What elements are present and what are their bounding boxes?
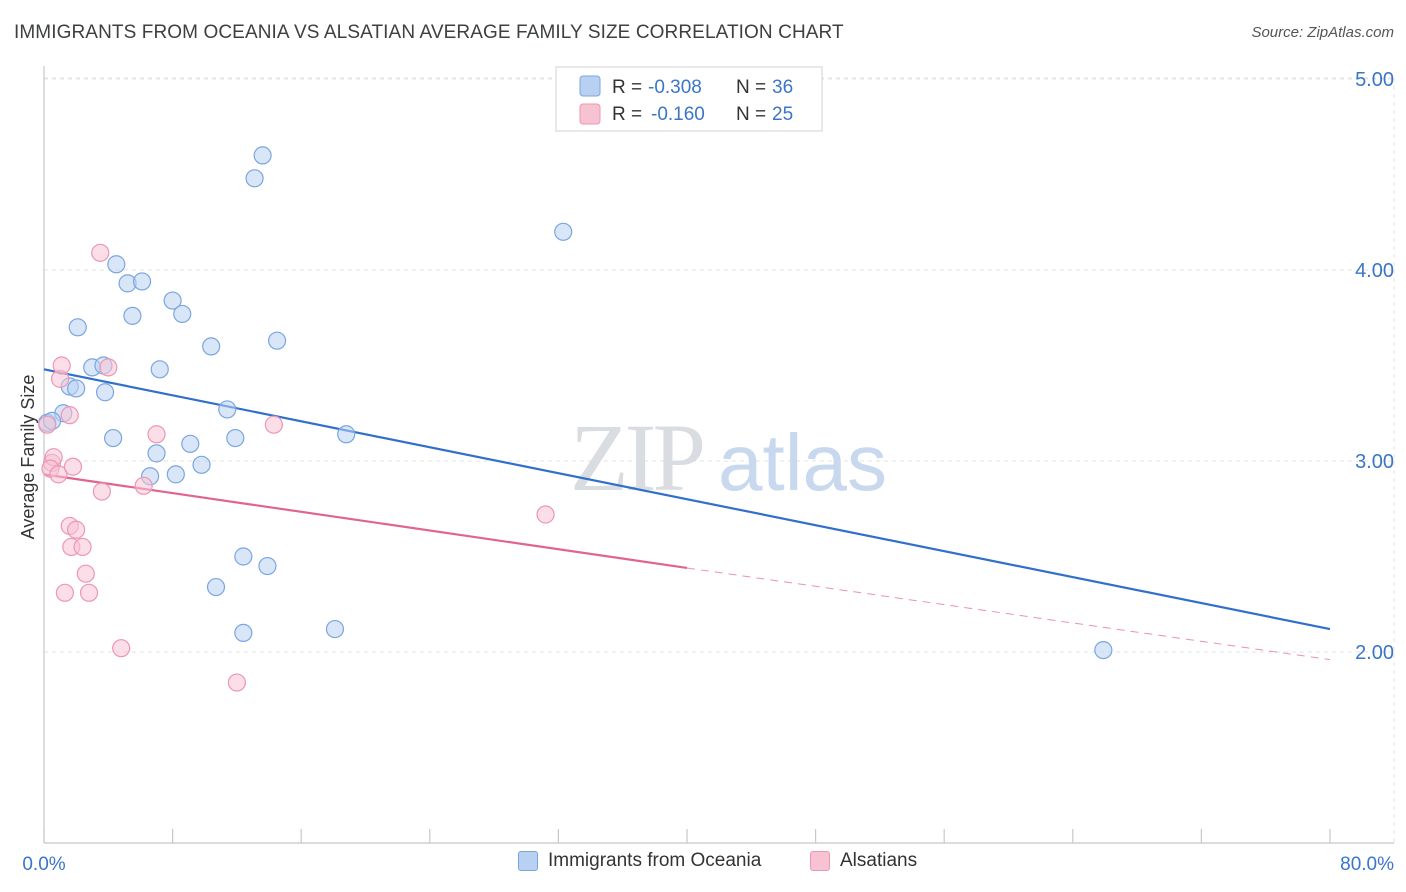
data-point-oceania <box>226 428 245 448</box>
legend-r-label-2: R = <box>612 104 642 125</box>
data-point-oceania <box>150 360 169 379</box>
data-point-oceania <box>95 383 115 402</box>
data-points <box>38 146 1113 692</box>
data-point-oceania <box>218 400 237 419</box>
legend-n-label-2: N = <box>736 104 766 125</box>
data-point-alsatians <box>92 482 111 501</box>
chart-source: Source: ZipAtlas.com <box>1251 24 1394 41</box>
data-point-alsatians <box>99 358 118 377</box>
data-point-oceania <box>234 623 253 643</box>
y-tick-label: 3.00 <box>1355 451 1394 473</box>
data-point-oceania <box>267 331 287 350</box>
data-point-alsatians <box>38 415 57 434</box>
data-point-oceania <box>192 455 211 474</box>
y-tick-label: 4.00 <box>1355 260 1394 282</box>
legend-n-value-1: 36 <box>772 77 793 98</box>
x-tick-label-max: 80.0% <box>1340 854 1394 875</box>
data-point-oceania <box>132 272 152 291</box>
data-point-alsatians <box>52 356 71 375</box>
data-point-oceania <box>68 318 87 337</box>
data-point-oceania <box>147 444 166 463</box>
legend-label-alsatians: Alsatians <box>840 850 918 871</box>
y-tick-label: 5.00 <box>1355 69 1394 91</box>
data-point-oceania <box>337 425 356 444</box>
data-point-oceania <box>253 146 272 165</box>
data-point-oceania <box>67 379 86 398</box>
data-point-alsatians <box>227 673 246 692</box>
data-point-oceania <box>258 556 277 576</box>
legend-swatch-blue <box>518 851 538 871</box>
y-tick-label: 2.00 <box>1355 642 1394 664</box>
data-point-alsatians <box>112 639 131 658</box>
data-point-alsatians <box>91 243 110 262</box>
data-point-alsatians <box>73 537 92 557</box>
legend-n-label-1: N = <box>736 77 766 98</box>
legend-swatch-alsatians <box>579 103 601 125</box>
data-point-oceania <box>1094 640 1113 660</box>
chart-title: IMMIGRANTS FROM OCEANIA VS ALSATIAN AVER… <box>14 22 844 43</box>
legend-swatch-pink <box>810 851 830 871</box>
trendline-oceania-solid <box>43 368 1331 631</box>
zipatlas-watermark: ZIP atlas <box>570 404 887 511</box>
data-point-oceania <box>104 428 123 448</box>
legend-label-oceania: Immigrants from Oceania <box>548 850 762 871</box>
legend-r-value-2: -0.160 <box>651 104 705 125</box>
legend-r-label-1: R = <box>612 77 642 98</box>
data-point-alsatians <box>147 425 166 444</box>
data-point-alsatians <box>536 505 555 524</box>
data-point-oceania <box>234 547 253 566</box>
data-point-alsatians <box>63 457 83 476</box>
legend-swatch-oceania <box>579 75 601 97</box>
data-point-alsatians <box>264 415 283 434</box>
axes <box>43 66 1394 844</box>
data-point-oceania <box>163 291 182 310</box>
data-point-oceania <box>181 434 200 453</box>
data-point-oceania <box>206 577 226 597</box>
watermark-zip: ZIP <box>570 404 703 511</box>
data-point-alsatians <box>49 465 68 484</box>
data-point-oceania <box>173 304 192 324</box>
series-legend: Immigrants from Oceania Alsatians <box>0 850 1406 880</box>
data-point-alsatians <box>67 520 86 539</box>
legend-item-oceania[interactable]: Immigrants from Oceania <box>518 850 761 872</box>
x-tick-label-min: 0.0% <box>22 854 65 875</box>
data-point-oceania <box>554 222 573 241</box>
correlation-legend: R = -0.308 N = 36 R = -0.160 N = 25 <box>555 66 823 132</box>
data-point-alsatians <box>60 406 79 425</box>
y-axis-label: Average Family Size <box>18 375 38 540</box>
data-point-alsatians <box>76 564 95 583</box>
legend-n-value-2: 25 <box>772 104 793 125</box>
data-point-alsatians <box>134 476 153 495</box>
data-point-alsatians <box>79 583 99 602</box>
legend-item-alsatians[interactable]: Alsatians <box>810 850 917 872</box>
data-point-oceania <box>245 169 264 188</box>
tick-labels: 2.00 3.00 4.00 5.00 0.0% 80.0% <box>22 69 1394 875</box>
data-point-oceania <box>166 465 185 484</box>
trendline-alsatians-dashed <box>686 567 1331 661</box>
data-point-alsatians <box>55 583 74 602</box>
data-point-oceania <box>123 306 142 325</box>
legend-r-value-1: -0.308 <box>648 77 702 98</box>
data-point-oceania <box>107 255 126 274</box>
data-point-oceania <box>325 619 345 639</box>
watermark-atlas: atlas <box>718 418 887 507</box>
data-point-oceania <box>202 337 221 356</box>
